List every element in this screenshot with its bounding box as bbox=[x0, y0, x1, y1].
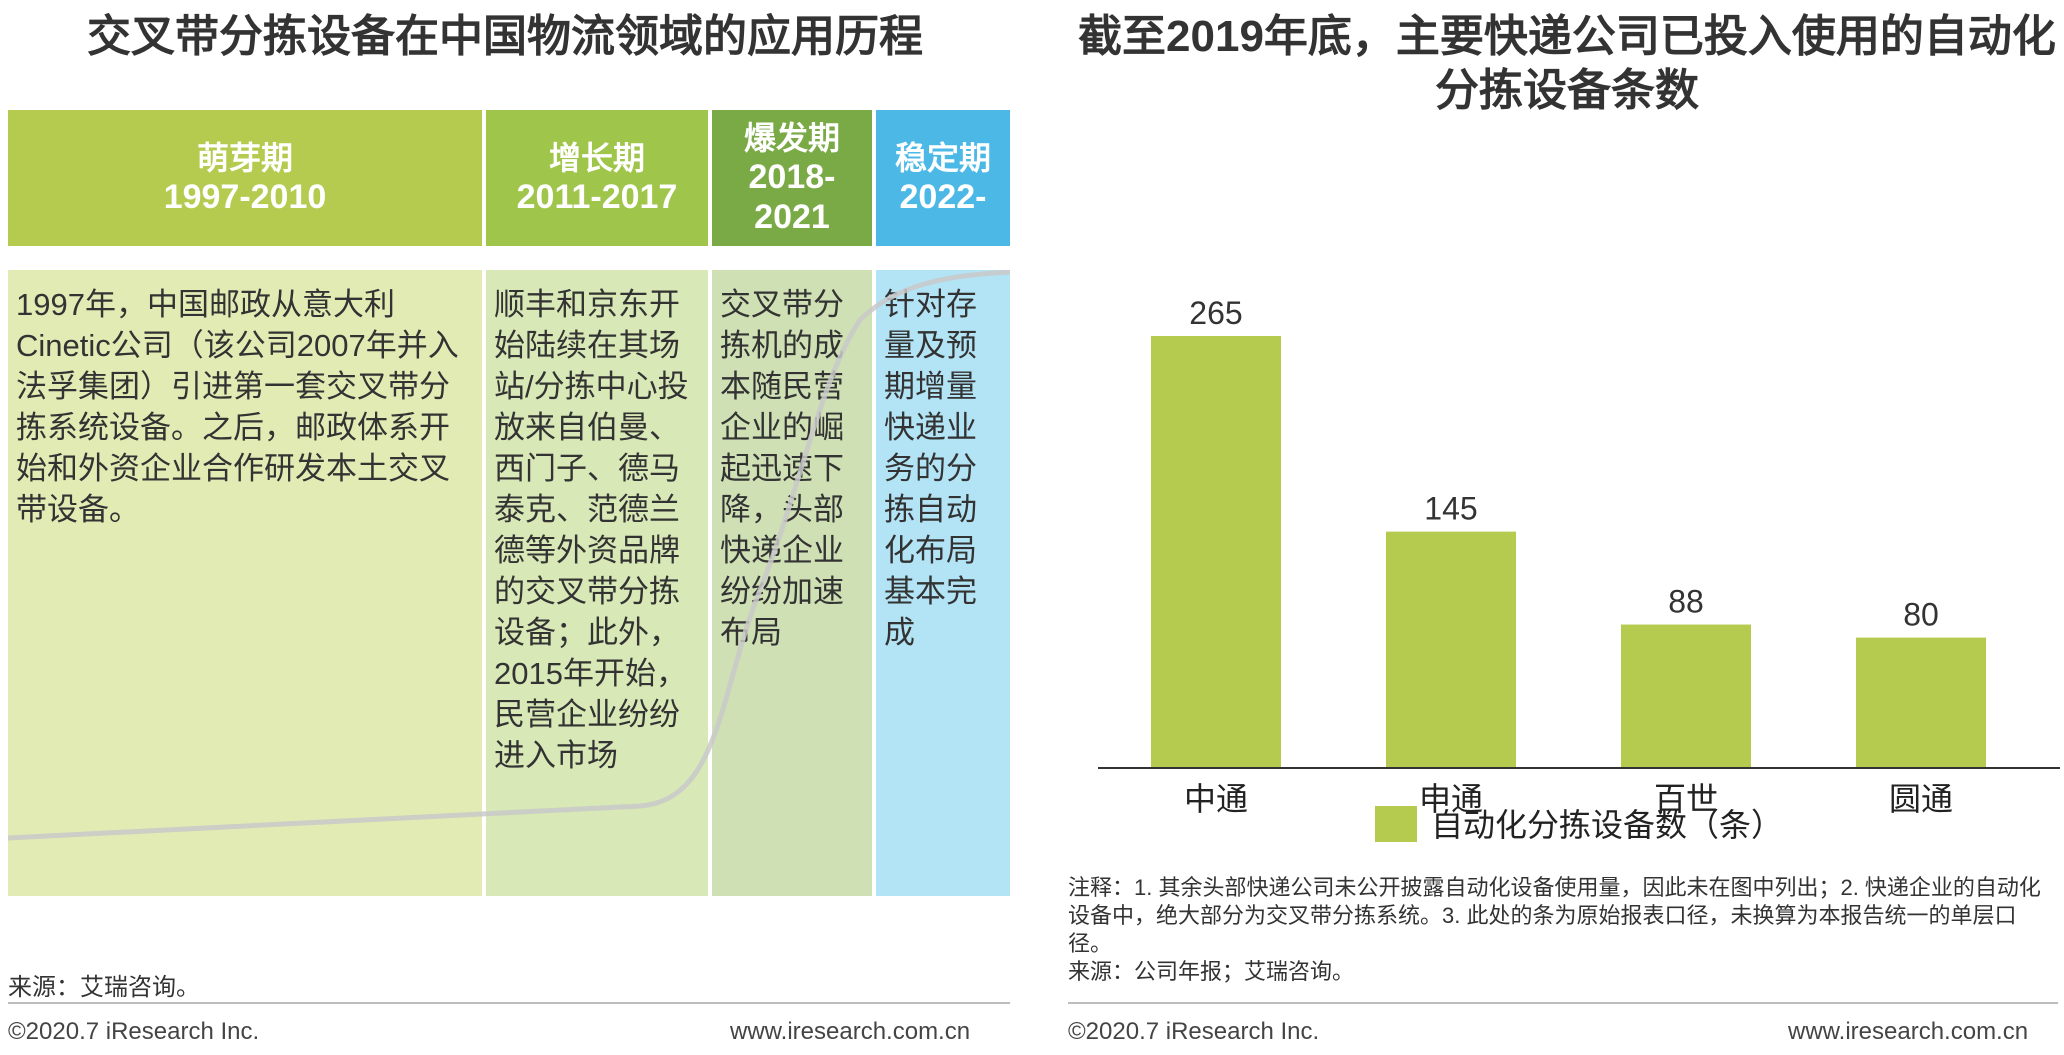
phase-description-stable: 针对存量及预期增量快递业务的分拣自动化布局基本完成 bbox=[876, 270, 1010, 896]
left-website: www.iresearch.com.cn bbox=[730, 1018, 971, 1045]
right-footer-divider bbox=[1068, 1002, 2058, 1004]
phase-text: 1997年，中国邮政从意大利Cinetic公司（该公司2007年并入法孚集团）引… bbox=[16, 287, 459, 527]
right-website: www.iresearch.com.cn bbox=[1788, 1018, 2029, 1045]
left-copyright: ©2020.7 iResearch Inc. bbox=[8, 1018, 260, 1045]
data-label: 80 bbox=[1903, 597, 1939, 633]
phase-description-sprout: 1997年，中国邮政从意大利Cinetic公司（该公司2007年并入法孚集团）引… bbox=[8, 270, 482, 896]
legend-label: 自动化分拣设备数（条） bbox=[1431, 807, 1783, 843]
bar bbox=[1856, 637, 1986, 768]
phase-text: 针对存量及预期增量快递业务的分拣自动化布局基本完成 bbox=[884, 287, 977, 650]
phase-years: 1997-2010 bbox=[163, 178, 327, 216]
phase-name: 增长期 bbox=[548, 140, 645, 176]
data-label: 145 bbox=[1424, 491, 1477, 527]
phase-name: 爆发期 bbox=[743, 120, 840, 156]
phase-name: 稳定期 bbox=[894, 140, 991, 176]
phase-years: 2022- bbox=[899, 178, 987, 216]
chart-note: 注释：1. 其余头部快递公司未公开披露自动化设备使用量，因此未在图中列出；2. … bbox=[1068, 874, 2058, 986]
right-source: 来源：公司年报；艾瑞咨询。 bbox=[1068, 959, 1355, 984]
left-footer-divider bbox=[8, 1002, 1010, 1004]
legend-swatch bbox=[1375, 806, 1417, 842]
phase-years: 2011-2017 bbox=[516, 178, 678, 216]
bar bbox=[1386, 531, 1516, 768]
phase-years: 2018-2021 bbox=[748, 158, 836, 236]
category-label: 百世 bbox=[1654, 781, 1718, 817]
phase-text: 顺丰和京东开始陆续在其场站/分拣中心投放来自伯曼、西门子、德马泰克、范德兰德等外… bbox=[494, 287, 689, 773]
phase-header-sprout: 萌芽期 1997-2010 bbox=[8, 110, 482, 246]
bar bbox=[1151, 336, 1281, 768]
phase-description-growth: 顺丰和京东开始陆续在其场站/分拣中心投放来自伯曼、西门子、德马泰克、范德兰德等外… bbox=[486, 270, 708, 896]
bar bbox=[1621, 624, 1751, 768]
category-label: 圆通 bbox=[1889, 781, 1953, 817]
note-text: 注释：1. 其余头部快递公司未公开披露自动化设备使用量，因此未在图中列出；2. … bbox=[1068, 875, 2041, 956]
phase-description-boom: 交叉带分拣机的成本随民营企业的崛起迅速下降，头部快递企业纷纷加速布局 bbox=[712, 270, 872, 896]
phase-name: 萌芽期 bbox=[196, 140, 293, 176]
phase-header-growth: 增长期 2011-2017 bbox=[486, 110, 708, 246]
left-source: 来源：艾瑞咨询。 bbox=[8, 974, 200, 1001]
data-label: 88 bbox=[1668, 584, 1704, 620]
phase-header-stable: 稳定期 2022- bbox=[876, 110, 1010, 246]
data-label: 265 bbox=[1189, 295, 1242, 331]
phase-header-boom: 爆发期 2018-2021 bbox=[712, 110, 872, 246]
right-copyright: ©2020.7 iResearch Inc. bbox=[1068, 1018, 1320, 1045]
phase-text: 交叉带分拣机的成本随民营企业的崛起迅速下降，头部快递企业纷纷加速布局 bbox=[720, 287, 844, 650]
timeline-title: 交叉带分拣设备在中国物流领域的应用历程 bbox=[87, 12, 923, 61]
chart-title: 截至2019年底，主要快递公司已投入使用的自动化分拣设备条数 bbox=[1078, 12, 2056, 115]
category-label: 申通 bbox=[1419, 781, 1483, 817]
category-label: 中通 bbox=[1184, 781, 1248, 817]
